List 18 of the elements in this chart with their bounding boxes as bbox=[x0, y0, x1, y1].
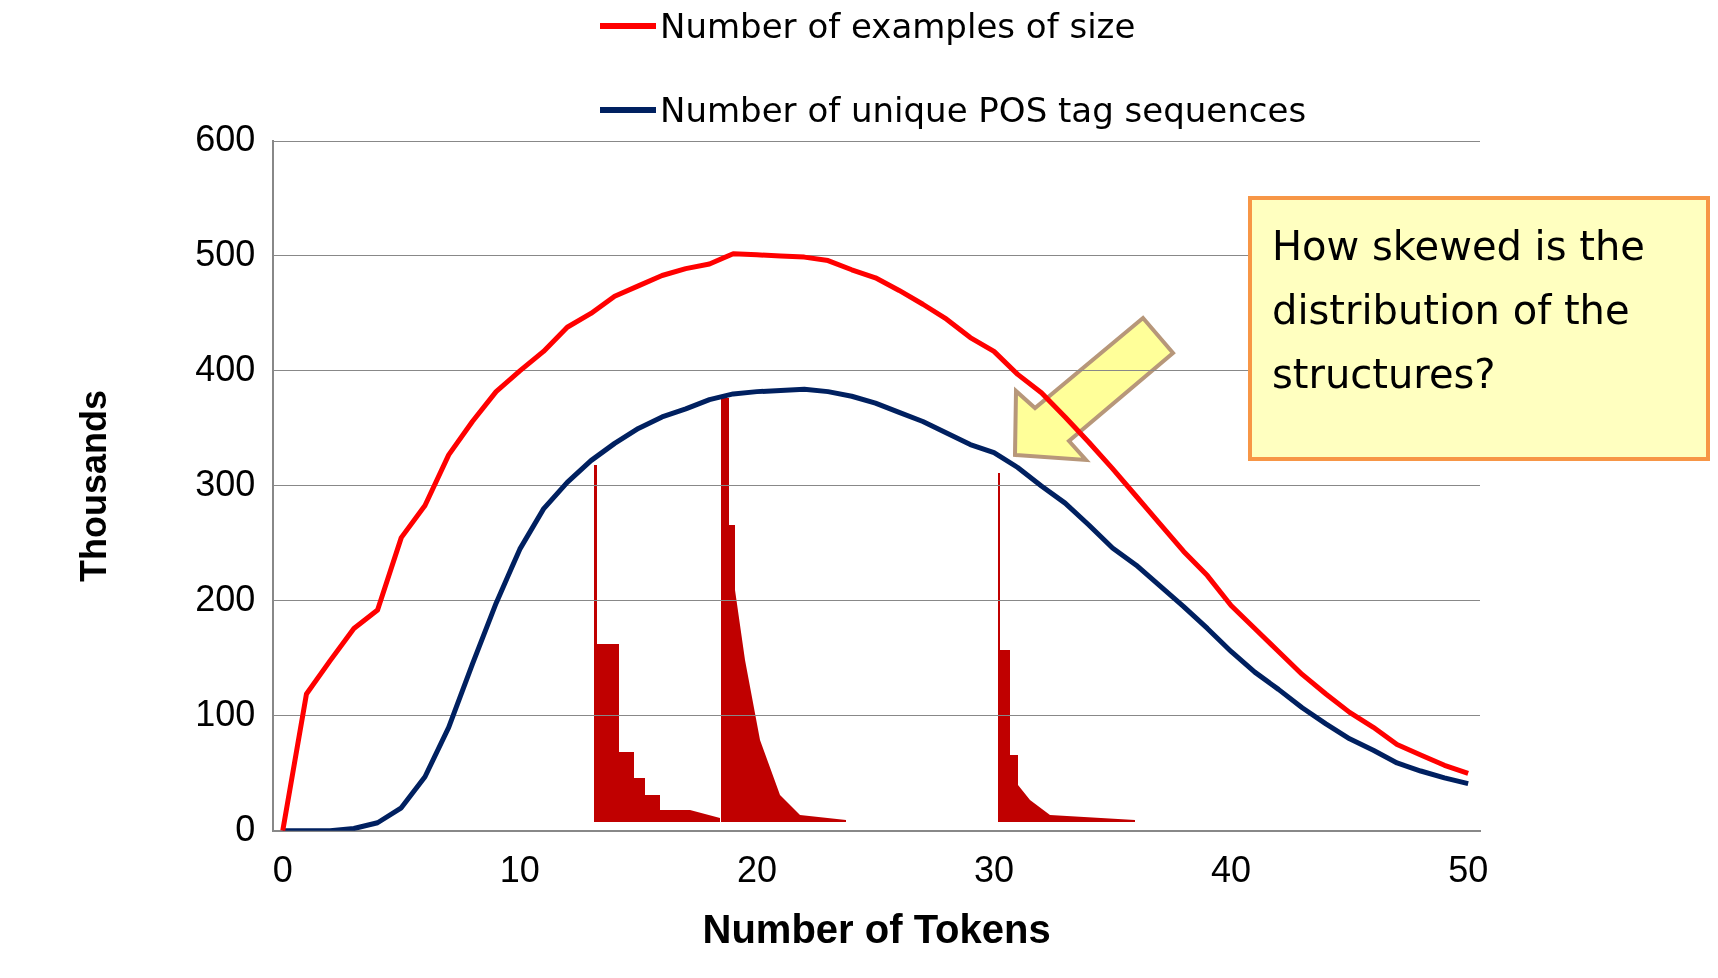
x-tick-label: 20 bbox=[736, 849, 777, 891]
y-tick-label: 300 bbox=[195, 462, 256, 504]
y-tick-label: 100 bbox=[195, 692, 256, 734]
y-tick-label: 200 bbox=[195, 577, 256, 619]
annotation: How skewed is the distribution of the structures? bbox=[1248, 196, 1710, 461]
y-tick-label: 500 bbox=[195, 232, 256, 274]
y-tick-label: 400 bbox=[195, 347, 256, 389]
x-tick-label: 50 bbox=[1448, 849, 1489, 891]
legend-label: Number of examples of size bbox=[660, 6, 1136, 46]
x-tick-label: 10 bbox=[499, 849, 540, 891]
x-axis-title: Number of Tokens bbox=[702, 907, 1051, 952]
x-tick-label: 40 bbox=[1211, 849, 1252, 891]
y-axis-title: Thousands bbox=[72, 389, 114, 582]
y-tick-label: 0 bbox=[235, 807, 256, 849]
x-tick-label: 0 bbox=[272, 849, 293, 891]
x-tick-label: 30 bbox=[973, 849, 1015, 891]
legend-label: Number of unique POS tag sequences bbox=[660, 90, 1307, 130]
y-tick-label: 600 bbox=[195, 117, 256, 159]
